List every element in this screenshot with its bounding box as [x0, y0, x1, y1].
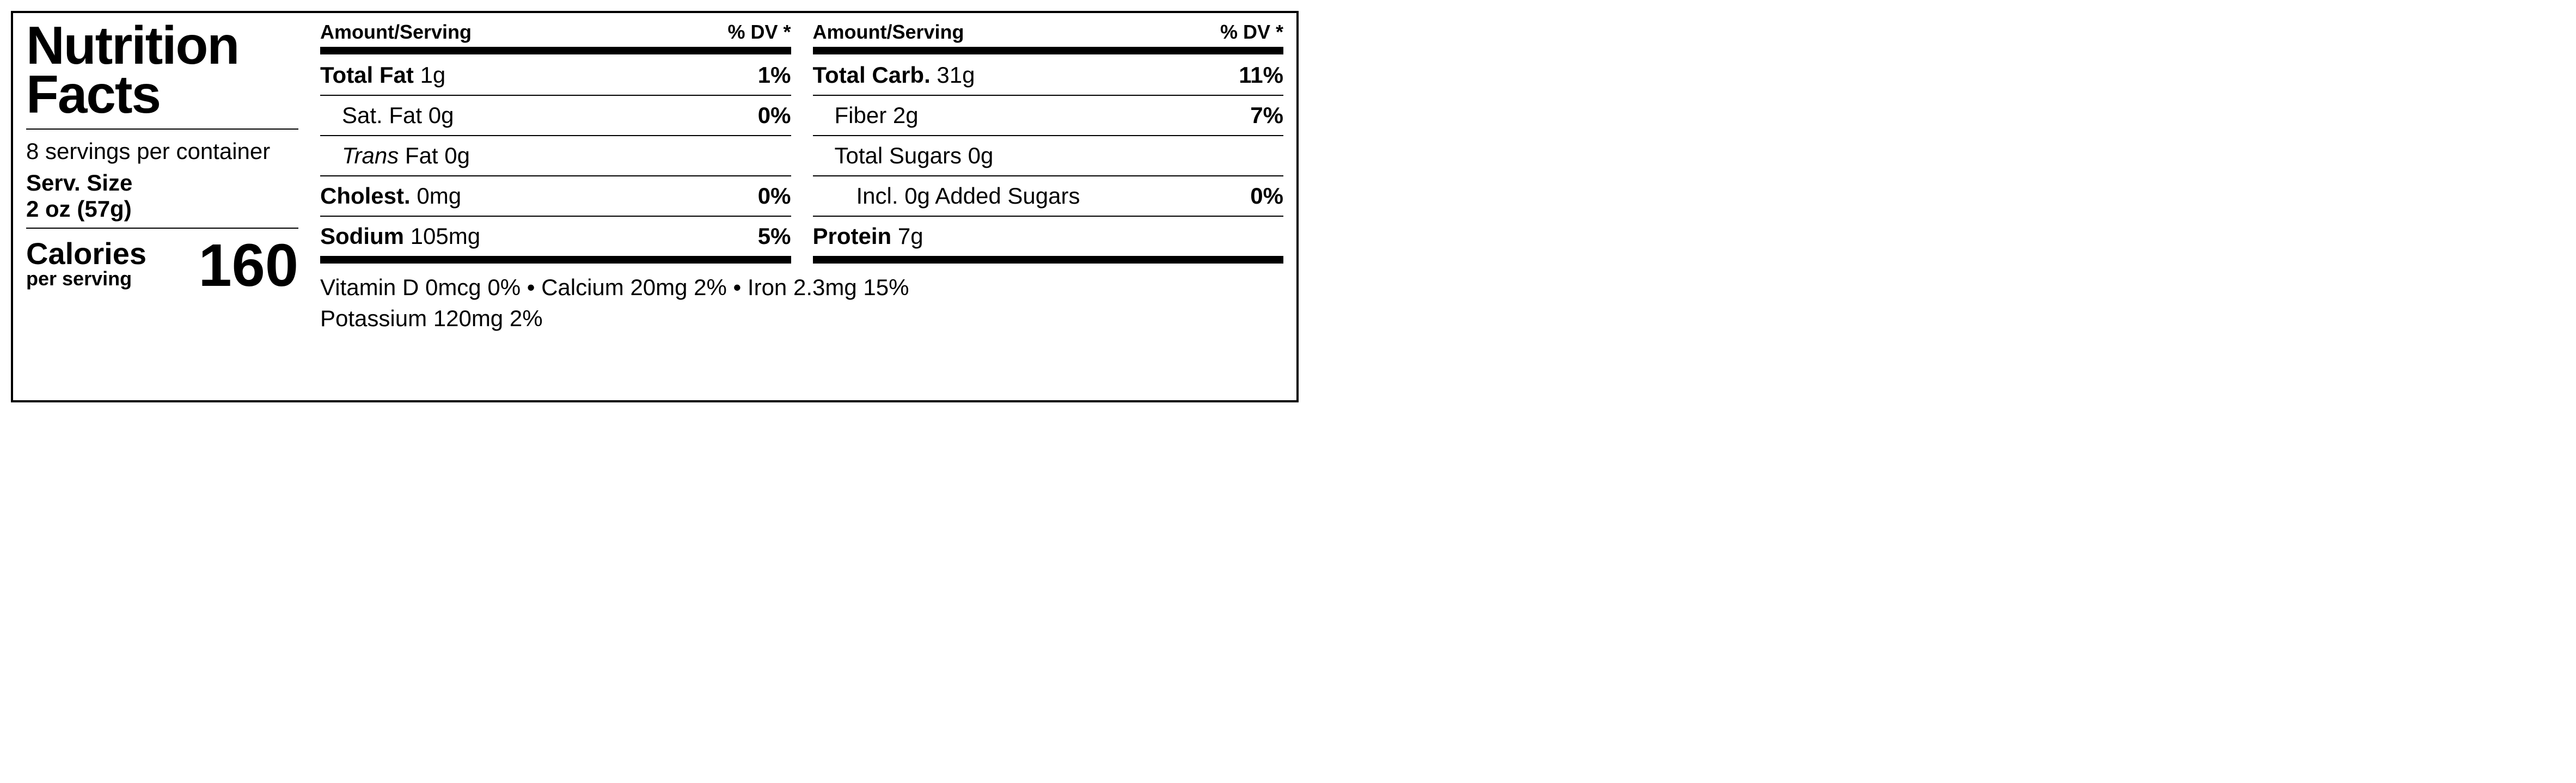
col-header: Amount/Serving % DV * [320, 21, 791, 47]
nutrient-dv: 7% [1250, 102, 1283, 129]
nutrient-value: 31g [937, 62, 975, 88]
nutrient-name: Total Fat [320, 62, 414, 88]
nutrient-name-em: Trans [342, 143, 399, 168]
nutrient-name: Protein [813, 223, 892, 249]
col-header: Amount/Serving % DV * [813, 21, 1284, 47]
thick-rule [320, 47, 791, 54]
nutrient-dv: 0% [1250, 183, 1283, 209]
amount-header: Amount/Serving [320, 21, 472, 44]
nutrient-name: Cholest. [320, 183, 411, 209]
servings-per-container: 8 servings per container [26, 138, 298, 164]
nutrition-facts-label: Nutrition Facts 8 servings per container… [11, 11, 1299, 402]
vitamins-line-1: Vitamin D 0mcg 0% • Calcium 20mg 2% • Ir… [320, 272, 1283, 303]
vitamins-line-2: Potassium 120mg 2% [320, 303, 1283, 334]
nutrient-row: Cholest. 0mg 0% [320, 175, 791, 216]
dv-header: % DV * [727, 21, 791, 44]
nutrient-dv: 11% [1239, 62, 1283, 88]
calories-sublabel: per serving [26, 269, 146, 289]
serving-size-label: Serv. Size [26, 170, 298, 196]
nutrient-row: Total Sugars 0g [813, 135, 1284, 175]
nutrient-col-2: Amount/Serving % DV * Total Carb. 31g 11… [813, 21, 1284, 264]
nutrient-row: Total Carb. 31g 11% [813, 54, 1284, 95]
nutrient-value: 0mg [417, 183, 461, 209]
nutrient-dv: 0% [758, 102, 791, 129]
nutrient-name: Sodium [320, 223, 404, 249]
dv-header: % DV * [1220, 21, 1283, 44]
nutrient-dv: 1% [758, 62, 791, 88]
nutrient-name: Fiber 2g [813, 102, 919, 129]
nutrient-row: Protein 7g [813, 216, 1284, 256]
thick-rule [320, 256, 791, 264]
thick-rule [813, 47, 1284, 54]
nutrient-row: Incl. 0g Added Sugars 0% [813, 175, 1284, 216]
calories-label: Calories [26, 238, 146, 269]
nutrient-name: Sat. Fat 0g [320, 102, 454, 129]
nutrient-name: Incl. 0g Added Sugars [813, 183, 1080, 209]
nutrient-value: 105mg [411, 223, 480, 249]
nutrient-dv: 0% [758, 183, 791, 209]
nutrient-columns: Amount/Serving % DV * Total Fat 1g 1% Sa… [320, 21, 1283, 264]
nutrient-name: Total Sugars 0g [813, 143, 994, 169]
nutrient-value: 1g [420, 62, 446, 88]
left-column: Nutrition Facts 8 servings per container… [26, 21, 298, 393]
nutrient-row: Total Fat 1g 1% [320, 54, 791, 95]
nutrient-dv: 5% [758, 223, 791, 249]
nutrient-row: Sat. Fat 0g 0% [320, 95, 791, 135]
vitamins-row: Vitamin D 0mcg 0% • Calcium 20mg 2% • Ir… [320, 264, 1283, 334]
nutrient-name: Total Carb. [813, 62, 931, 88]
serving-size-value: 2 oz (57g) [26, 196, 298, 222]
rule [26, 228, 298, 229]
nutrient-row: Sodium 105mg 5% [320, 216, 791, 256]
nutrient-name-rest: Fat 0g [399, 143, 470, 168]
calories-row: Calories per serving 160 [26, 238, 298, 292]
amount-header: Amount/Serving [813, 21, 964, 44]
right-columns: Amount/Serving % DV * Total Fat 1g 1% Sa… [320, 21, 1283, 393]
calories-value: 160 [198, 238, 298, 292]
thick-rule [813, 256, 1284, 264]
rule [26, 129, 298, 130]
nutrient-col-1: Amount/Serving % DV * Total Fat 1g 1% Sa… [320, 21, 791, 264]
nutrient-row: Trans Fat 0g [320, 135, 791, 175]
nutrient-value: 7g [898, 223, 923, 249]
nutrient-row: Fiber 2g 7% [813, 95, 1284, 135]
title: Nutrition Facts [26, 21, 298, 119]
